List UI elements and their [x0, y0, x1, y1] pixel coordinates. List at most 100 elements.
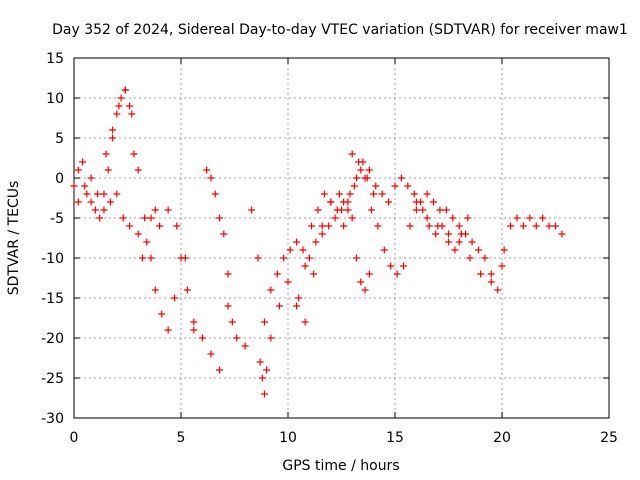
series-trace-13 [348, 214, 373, 294]
data-point [352, 174, 360, 182]
data-point [391, 182, 399, 190]
data-point [117, 94, 125, 102]
data-point [423, 190, 431, 198]
data-point [256, 358, 264, 366]
data-point [134, 166, 142, 174]
series-trace-5 [151, 254, 198, 334]
y-tick-label: 15 [46, 51, 64, 67]
series-trace-14 [412, 206, 506, 286]
data-point [539, 214, 547, 222]
data-point [412, 206, 420, 214]
data-point [258, 374, 266, 382]
y-tick-label: -30 [41, 411, 64, 427]
y-tick-label: 0 [55, 171, 64, 187]
data-point [183, 286, 191, 294]
x-tick-label: 0 [70, 430, 79, 446]
data-point [100, 190, 108, 198]
y-tick-label: -20 [41, 331, 64, 347]
y-tick-label: -15 [41, 291, 64, 307]
data-point [286, 246, 294, 254]
data-point [220, 230, 228, 238]
data-point [357, 278, 365, 286]
data-point [273, 270, 281, 278]
data-point [128, 110, 136, 118]
x-axis-title: GPS time / hours [282, 458, 399, 474]
data-point [109, 126, 117, 134]
plot-frame [73, 57, 610, 419]
data-point [143, 238, 151, 246]
data-point [74, 166, 82, 174]
data-points [70, 86, 566, 398]
data-point [340, 222, 348, 230]
data-point [365, 270, 373, 278]
data-point [151, 286, 159, 294]
data-point [513, 214, 521, 222]
data-point [397, 174, 405, 182]
data-point [367, 206, 375, 214]
data-point [301, 262, 309, 270]
data-point [455, 238, 463, 246]
axis-ticks: 0 5 10 15 20 25 -30 -25 -20 -15 -10 -5 0 5 10 15 [41, 51, 618, 446]
data-point [327, 198, 335, 206]
data-point [151, 206, 159, 214]
data-point [207, 174, 215, 182]
data-point [216, 214, 224, 222]
data-point [241, 342, 249, 350]
data-point [393, 270, 401, 278]
x-tick-label: 20 [493, 430, 511, 446]
data-point [164, 326, 172, 334]
data-point [119, 214, 127, 222]
data-point [387, 262, 395, 270]
data-point [164, 206, 172, 214]
x-tick-label: 25 [600, 430, 618, 446]
data-point [361, 286, 369, 294]
data-point [113, 110, 121, 118]
data-point [216, 366, 224, 374]
data-point [436, 206, 444, 214]
data-point [320, 190, 328, 198]
data-point [425, 222, 433, 230]
data-point [260, 318, 268, 326]
data-point [96, 214, 104, 222]
series-trace-9 [267, 190, 352, 342]
data-point [267, 286, 275, 294]
data-point [267, 334, 275, 342]
grid [74, 58, 609, 418]
data-point [442, 206, 450, 214]
data-point [404, 182, 412, 190]
data-point [449, 214, 457, 222]
data-point [370, 190, 378, 198]
data-point [344, 206, 352, 214]
series-trace-11 [340, 158, 566, 294]
data-point [293, 302, 301, 310]
data-point [500, 246, 508, 254]
data-point [284, 278, 292, 286]
data-point [190, 326, 198, 334]
data-point [423, 214, 431, 222]
data-point [104, 166, 112, 174]
x-tick-label: 5 [177, 430, 186, 446]
data-point [94, 190, 102, 198]
series-trace-7 [248, 166, 378, 326]
data-point [314, 206, 322, 214]
y-tick-label: -5 [50, 211, 64, 227]
y-tick-label: 10 [46, 91, 64, 107]
data-point [177, 254, 185, 262]
data-point [233, 334, 241, 342]
data-point [380, 246, 388, 254]
x-tick-label: 15 [386, 430, 404, 446]
data-point [248, 206, 256, 214]
data-point [113, 190, 121, 198]
data-point [91, 206, 99, 214]
data-point [352, 254, 360, 262]
data-point [158, 310, 166, 318]
data-point [365, 166, 373, 174]
series-trace-1 [70, 86, 159, 262]
data-point [335, 190, 343, 198]
data-point [451, 246, 459, 254]
data-point [147, 254, 155, 262]
data-point [106, 198, 114, 206]
data-point [325, 222, 333, 230]
data-point [115, 102, 123, 110]
